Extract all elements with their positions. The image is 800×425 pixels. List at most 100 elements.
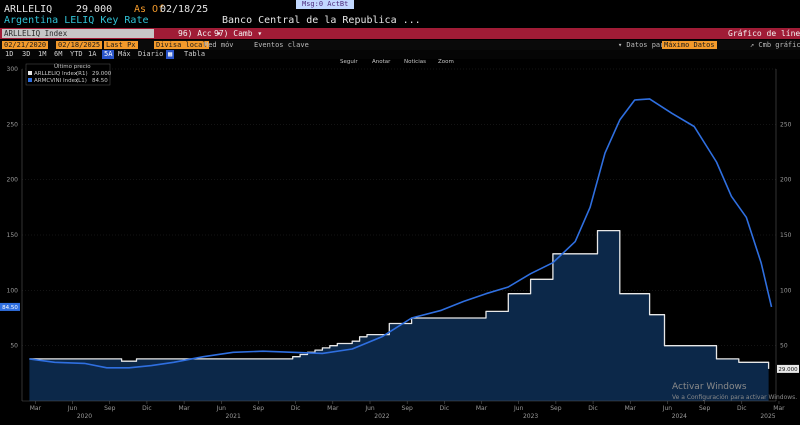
data-from-label: ▾ Datos partir (618, 41, 678, 49)
legend-swatch-arlleliq (28, 71, 32, 75)
toolbar-news[interactable]: Noticias (404, 59, 426, 65)
y-tick-left-200: 200 (7, 177, 19, 184)
chart[interactable]: 50 100 150 200 250 300 50 100 150 200 250 Mar Jun Sep… (0, 59, 800, 425)
series-lines (29, 98, 773, 369)
x-year-label-2020: 2020 (77, 413, 92, 420)
range-button-1m[interactable]: 1M (38, 50, 47, 58)
data-from-select[interactable]: Máximo Datos (662, 41, 717, 49)
change-menu[interactable]: 97) Camb ▾ (214, 29, 263, 38)
toolbar-annotate[interactable]: Anotar (372, 59, 391, 65)
x-month-label-15: Dic (588, 405, 598, 412)
range-button-5a[interactable]: 5A (102, 50, 115, 59)
table-button[interactable]: Tabla (184, 50, 206, 58)
toolbar-zoom[interactable]: Zoom (438, 59, 454, 65)
ticker-input[interactable]: ARLLELIQ Index (2, 29, 154, 38)
x-month-label-20: Mar (773, 405, 785, 412)
x-month-label-0: Mar (30, 405, 42, 412)
legend-title: Último precio (54, 63, 91, 70)
chart-type-title: Gráfico de líneas (728, 29, 800, 38)
moving-average-toggle[interactable]: Med móv (204, 41, 234, 49)
x-year-label-2021: 2021 (226, 413, 241, 420)
x-month-label-10: Sep (402, 405, 414, 412)
x-month-label-13: Jun (513, 405, 524, 412)
edit-chart-button[interactable]: ↗ Cmb gráfico (750, 41, 800, 49)
y-tick-right-200: 200 (780, 177, 792, 184)
end-date-input[interactable]: 02/18/2025 (56, 41, 103, 49)
x-month-label-14: Sep (550, 405, 562, 412)
range-button-1d[interactable]: 1D (5, 50, 14, 58)
x-year-label-2022: 2022 (374, 413, 389, 420)
issuer-name: Banco Central de la Republica ... (222, 15, 421, 26)
area-fill-0 (29, 230, 769, 401)
y-tick-right-150: 150 (780, 232, 792, 239)
range-button-1a[interactable]: 1A (88, 50, 97, 58)
y-tick-left-150: 150 (7, 232, 19, 239)
x-year-label-2025: 2025 (760, 413, 775, 420)
axes: 50 100 150 200 250 300 50 100 150 200 250 Mar Jun Sep… (7, 66, 792, 420)
y-tick-right-100: 100 (780, 287, 792, 294)
x-month-label-7: Dic (291, 405, 301, 412)
y-tick-right-50: 50 (780, 343, 788, 350)
message-tab[interactable]: Msg:0 ActBt (296, 0, 355, 9)
right-last-tag-text: 29.000 (778, 367, 798, 373)
ticker-symbol[interactable]: ARLLELIQ (4, 4, 53, 15)
currency-select[interactable]: Divisa local (154, 41, 209, 49)
x-month-label-19: Dic (737, 405, 747, 412)
legend-value-armcvini: 84.50 (92, 78, 108, 84)
x-month-label-1: Jun (67, 405, 78, 412)
series-line-1 (29, 98, 773, 369)
table-toggle-icon[interactable]: ▦ (166, 50, 175, 59)
y-tick-left-100: 100 (7, 287, 19, 294)
frequency-select[interactable]: Diario ▾ (138, 50, 172, 58)
x-month-label-9: Jun (364, 405, 375, 412)
watermark-title: Activar Windows (672, 382, 747, 392)
area-fill-layer (29, 230, 769, 401)
actions-menu[interactable]: 96) Acc ▾ (178, 29, 222, 38)
x-month-label-2: Sep (104, 405, 116, 412)
last-value-tags: 84.50 29.000 (0, 302, 799, 373)
left-last-tag-box (0, 302, 20, 311)
x-month-label-12: Mar (476, 405, 488, 412)
legend-value-arlleliq: 29.000 (92, 71, 112, 77)
start-date-input[interactable]: 02/21/2020 (2, 41, 49, 49)
x-year-label-2023: 2023 (523, 413, 538, 420)
legend-label-arlleliq[interactable]: ARLLELIQ Index (34, 71, 78, 77)
x-month-label-3: Dic (142, 405, 152, 412)
range-buttons-row: 1D 3D 1M 6M YTD 1A 5A Máx Diario ▾ ▦ Tab… (0, 50, 800, 59)
toolbar-follow[interactable]: Seguir (340, 59, 358, 65)
x-month-label-4: Mar (178, 405, 190, 412)
watermark-subtitle: Ve a Configuración para activar Windows. (672, 394, 797, 401)
y-tick-left-250: 250 (7, 121, 19, 128)
legend: Último precio ARLLELIQ Index (R1) 29.000… (25, 63, 112, 86)
range-button-3d[interactable]: 3D (22, 50, 31, 58)
security-name: Argentina LELIQ Key Rate (4, 15, 149, 26)
asof-label: As Of (134, 4, 165, 15)
legend-code-armcvini: (L1) (76, 78, 87, 84)
x-month-label-8: Mar (327, 405, 339, 412)
x-year-label-2024: 2024 (672, 413, 687, 420)
x-month-label-16: Mar (625, 405, 637, 412)
chart-toolbar: Seguir Anotar Noticias Zoom (340, 59, 454, 65)
legend-code-arlleliq: (R1) (76, 71, 88, 77)
key-events-toggle[interactable]: Eventos clave (254, 41, 309, 49)
y-tick-right-250: 250 (780, 121, 792, 128)
x-month-label-6: Sep (253, 405, 265, 412)
range-button-ytd[interactable]: YTD (70, 50, 83, 58)
x-month-label-11: Dic (440, 405, 450, 412)
range-button-max[interactable]: Máx (118, 50, 131, 58)
y-tick-left-50: 50 (10, 343, 18, 350)
legend-label-armcvini[interactable]: ARMCVINI Index (34, 78, 79, 84)
last-price: 29.000 (76, 4, 113, 15)
legend-swatch-armcvini (28, 78, 32, 82)
asof-date: 02/18/25 (160, 4, 209, 15)
left-last-tag-text: 84.50 (2, 305, 18, 311)
date-controls-row: 02/21/2020 02/18/2025 Last Px Divisa loc… (0, 40, 800, 50)
right-last-tag-box (777, 364, 799, 373)
range-button-6m[interactable]: 6M (54, 50, 63, 58)
command-bar: ARLLELIQ Index 96) Acc ▾ 97) Camb ▾ Gráf… (0, 28, 800, 39)
header-bar: ARLLELIQ 29.000 As Of 02/18/25 Msg:0 Act… (0, 0, 800, 27)
y-tick-left-300: 300 (7, 66, 19, 73)
field-select[interactable]: Last Px (104, 41, 138, 49)
x-month-label-17: Jun (662, 405, 673, 412)
x-month-label-5: Jun (216, 405, 227, 412)
